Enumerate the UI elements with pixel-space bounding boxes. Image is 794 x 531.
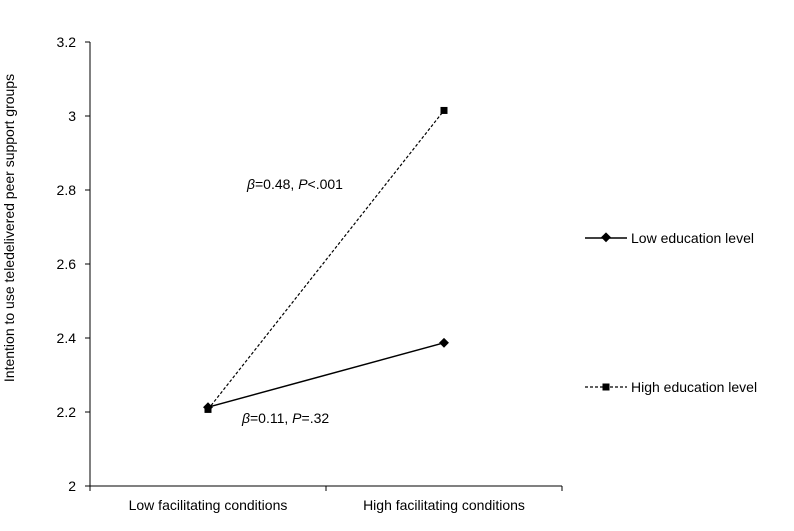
y-tick-label: 2.4 — [57, 330, 77, 346]
legend-marker-low-education — [601, 232, 611, 243]
y-tick-label: 3.2 — [57, 34, 77, 50]
y-tick-label: 2.2 — [57, 404, 77, 420]
annotation-high-p-symbol: P — [298, 176, 308, 192]
annotation-low-beta-value: =0.11, — [250, 410, 292, 426]
x-tick-label: Low facilitating conditions — [129, 497, 288, 513]
annotation-high-p-value: <.001 — [308, 176, 344, 192]
annotation-low-beta-symbol: β — [241, 410, 250, 426]
annotation-low-p-symbol: P — [292, 410, 302, 426]
data-point-high-education-level — [204, 405, 212, 413]
x-axis-ticks: Low facilitating conditions High facilita… — [89, 486, 563, 513]
x-tick-label: High facilitating conditions — [363, 497, 525, 513]
legend-item-low-education: Low education level — [585, 230, 754, 246]
y-axis-ticks: 2 2.2 2.4 2.6 2.8 3 3.2 — [57, 34, 90, 494]
legend-label-low-education: Low education level — [631, 230, 754, 246]
annotation-high-beta-symbol: β — [246, 176, 255, 192]
annotation-low-p-value: =.32 — [302, 410, 330, 426]
series-line-high-education-level — [207, 110, 445, 410]
legend-label-high-education: High education level — [631, 379, 757, 395]
annotation-high-education: β=0.48, P<.001 — [246, 176, 343, 192]
annotation-high-beta-value: =0.48, — [255, 176, 298, 192]
y-tick-label: 2 — [68, 478, 76, 494]
data-point-high-education-level — [440, 106, 448, 114]
legend: Low education level High education level — [585, 230, 757, 395]
series-layer — [203, 106, 449, 413]
y-tick-label: 2.8 — [57, 182, 77, 198]
data-point-low-education-level — [439, 337, 449, 348]
annotation-low-education: β=0.11, P=.32 — [241, 410, 329, 426]
y-axis-title: Intention to use teledelivered peer supp… — [1, 74, 17, 382]
series-line-low-education-level — [207, 342, 445, 408]
legend-marker-high-education — [602, 383, 610, 391]
y-tick-label: 2.6 — [57, 256, 77, 272]
y-tick-label: 3 — [68, 108, 76, 124]
legend-item-high-education: High education level — [585, 379, 757, 395]
